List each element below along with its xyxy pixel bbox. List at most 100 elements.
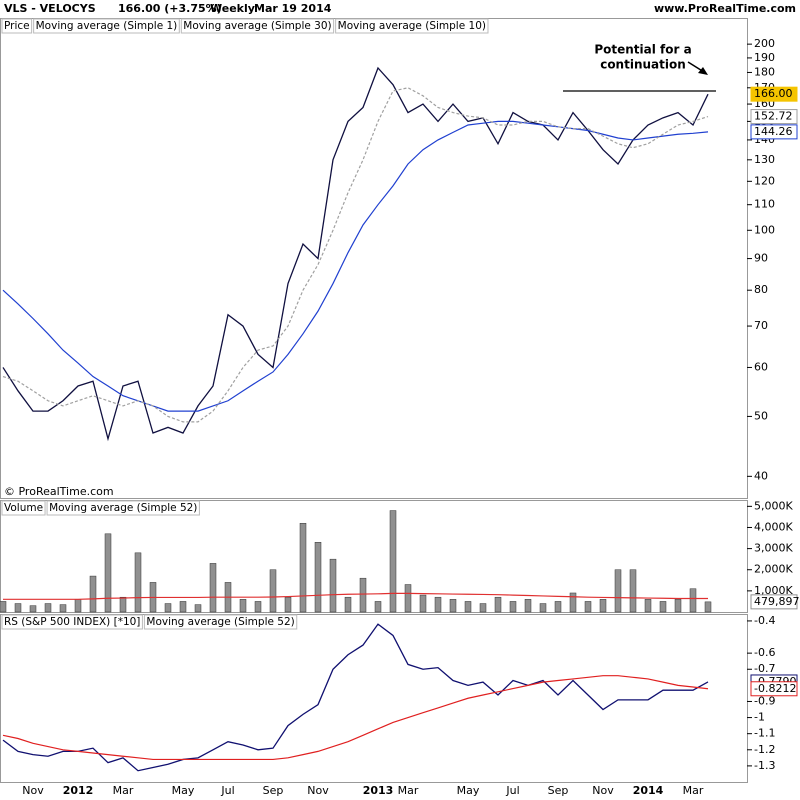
arrow-head [698, 67, 708, 75]
period: Weekly [210, 2, 255, 15]
x-tick-label: May [172, 784, 195, 797]
y-tick-label: 50 [754, 409, 768, 422]
last-value-badge [750, 109, 798, 125]
legend-entry: Volume [4, 502, 43, 514]
legend-entry: Moving average (Simple 30) [183, 20, 331, 32]
volume-bar [104, 533, 112, 613]
volume-bar [419, 594, 427, 613]
y-tick-label: 80 [754, 283, 768, 296]
y-tick-label: -0.4 [754, 614, 775, 627]
volume-bar [134, 552, 142, 613]
legend-box [33, 18, 180, 34]
y-tick-label: 190 [754, 51, 775, 64]
volume-bar [404, 584, 412, 613]
rs-panel [0, 614, 748, 783]
y-tick-label: 180 [754, 65, 775, 78]
series-line [2, 675, 709, 761]
volume-bar [314, 542, 322, 613]
y-tick-label: 3,000K [754, 542, 793, 555]
y-tick-label: -1 [754, 711, 765, 724]
x-tick-label: Sep [263, 784, 284, 797]
volume-bar [659, 601, 667, 613]
volume-bar [389, 510, 397, 613]
y-tick-label: -0.6 [754, 646, 775, 659]
series-line [3, 592, 708, 600]
volume-bar [284, 596, 292, 613]
series-line [2, 623, 709, 772]
legend-box [143, 614, 298, 630]
volume-bar [329, 558, 337, 613]
chart-title: VLS - VELOCYS [4, 2, 96, 15]
volume-bar [599, 599, 607, 613]
volume-bar [569, 592, 577, 613]
volume-bar [89, 575, 97, 613]
copyright: © ProRealTime.com [4, 485, 114, 498]
series-line [2, 120, 709, 412]
volume-bar [374, 601, 382, 613]
volume-bar [164, 603, 172, 613]
y-tick-label: 120 [754, 174, 775, 187]
volume-bar [434, 596, 442, 613]
y-tick-label: -1.2 [754, 743, 775, 756]
y-tick-label: 4,000K [754, 520, 793, 533]
legend-entry: Moving average (Simple 52) [49, 502, 197, 514]
volume-panel [0, 500, 748, 613]
volume-bar [194, 604, 202, 613]
volume-bar [299, 522, 307, 613]
series-line [2, 87, 709, 423]
x-tick-label: Jul [505, 784, 519, 797]
y-tick-label: 1,000K [754, 584, 793, 597]
last-value-label: 166.00 [754, 87, 793, 100]
y-tick-label: 100 [754, 223, 775, 236]
volume-bar [44, 603, 52, 613]
volume-bar [644, 599, 652, 613]
y-tick-label: -1.3 [754, 759, 775, 772]
legend-box [1, 18, 33, 34]
legend-entry: Price [4, 20, 30, 32]
volume-bar [359, 577, 367, 613]
volume-bar [524, 599, 532, 613]
annotation: Potential for a [594, 43, 691, 57]
x-tick-label: Nov [307, 784, 329, 797]
x-tick-label: Sep [548, 784, 569, 797]
volume-bar [479, 603, 487, 613]
volume-bar [584, 601, 592, 613]
x-tick-label: 2013 [363, 784, 394, 797]
last-value-badge [750, 86, 798, 102]
legend-box [1, 614, 143, 630]
volume-bar [74, 599, 82, 613]
volume-bar [539, 603, 547, 613]
volume-bar [449, 599, 457, 613]
last-value-badge [750, 681, 798, 697]
legend-entry: Moving average (Simple 1) [36, 20, 178, 32]
legend-box [46, 500, 200, 516]
volume-bar [209, 563, 217, 613]
volume-bar [689, 588, 697, 613]
last-value-label: 152.72 [754, 110, 793, 123]
x-tick-label: Mar [113, 784, 134, 797]
date: Mar 19 2014 [254, 2, 332, 15]
legend-entry: RS (S&P 500 INDEX) [*10] [4, 616, 140, 628]
volume-bar [119, 596, 127, 613]
volume-bar [464, 601, 472, 613]
volume-bar [14, 603, 22, 613]
y-tick-label: 40 [754, 469, 768, 482]
x-tick-label: Mar [398, 784, 419, 797]
y-tick-label: 5,000K [754, 499, 793, 512]
y-tick-label: -1.1 [754, 727, 775, 740]
y-tick-label: 200 [754, 37, 775, 50]
x-tick-label: Nov [22, 784, 44, 797]
x-tick-label: 2014 [633, 784, 664, 797]
volume-bar [494, 596, 502, 613]
volume-bar [629, 569, 637, 613]
volume-bar [0, 601, 7, 613]
legend-box [180, 18, 335, 34]
volume-bar [179, 601, 187, 613]
x-tick-label: Mar [683, 784, 704, 797]
subtitle: 166.00 (+3.75%) [118, 2, 222, 15]
last-value-badge [750, 124, 798, 140]
legend-entry: Moving average (Simple 52) [146, 616, 294, 628]
y-tick-label: 110 [754, 198, 775, 211]
volume-bar [674, 599, 682, 613]
